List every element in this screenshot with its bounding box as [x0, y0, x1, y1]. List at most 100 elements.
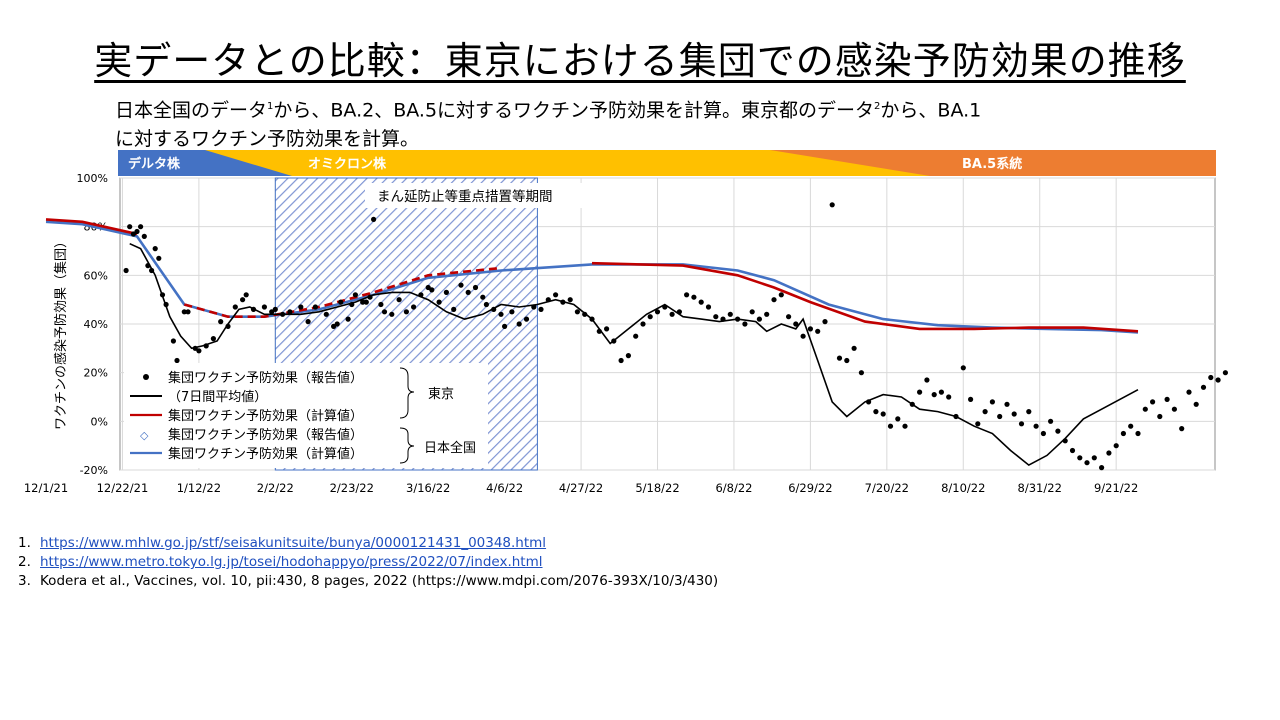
data-point-tokyo-reported	[531, 304, 537, 310]
data-point-tokyo-reported	[975, 421, 981, 427]
data-point-tokyo-reported	[472, 284, 479, 291]
data-point-tokyo-reported	[218, 319, 224, 325]
data-point-tokyo-reported	[192, 345, 198, 351]
subtitle-text-a: 日本全国のデータ	[115, 99, 268, 122]
data-point-tokyo-reported	[1171, 406, 1177, 412]
data-point-tokyo-reported	[363, 299, 369, 305]
reference-number: 2.	[18, 554, 31, 570]
footnote-ref-2: 2	[874, 101, 881, 112]
series-tokyo-calculated-line-late	[591, 261, 1139, 333]
data-point-tokyo-reported	[523, 316, 530, 322]
series-tokyo-calculated-dashed	[183, 266, 502, 319]
reference-item: 3. Kodera et al., Vaccines, vol. 10, pii:…	[18, 572, 718, 591]
data-point-tokyo-reported	[917, 389, 923, 395]
data-point-tokyo-reported	[381, 309, 388, 315]
data-point-tokyo-reported	[727, 311, 733, 317]
data-point-tokyo-reported	[1113, 443, 1119, 449]
data-point-tokyo-reported	[516, 321, 522, 327]
data-point-tokyo-reported	[786, 314, 792, 320]
subtitle-text-b: から、BA.2、BA.5に対するワクチン予防効果を計算。東京都のデータ	[273, 99, 875, 122]
y-tick-label: 0%	[91, 415, 108, 428]
data-point-tokyo-reported	[887, 423, 894, 429]
y-tick-label: -20%	[80, 464, 108, 477]
footnote-ref-1: 1	[267, 101, 274, 112]
legend: 集団ワクチン予防効果（報告値） （7日間平均値） 集団ワクチン予防効果（計算値）…	[124, 363, 488, 468]
reference-link[interactable]: https://www.metro.tokyo.lg.jp/tosei/hodo…	[40, 554, 543, 570]
data-point-tokyo-reported	[720, 316, 726, 322]
data-point-tokyo-reported	[371, 216, 377, 222]
data-point-tokyo-reported	[152, 246, 158, 252]
data-point-tokyo-reported	[800, 333, 806, 339]
data-point-tokyo-reported	[458, 282, 464, 288]
data-point-tokyo-reported	[261, 304, 267, 310]
reference-text: Kodera et al., Vaccines, vol. 10, pii:43…	[40, 573, 719, 589]
data-point-tokyo-reported	[946, 394, 952, 400]
data-point-tokyo-reported	[822, 319, 828, 325]
data-point-tokyo-reported	[567, 297, 573, 303]
legend-marker-japan-reported: ◇	[140, 429, 149, 442]
x-tick-label: 4/27/22	[559, 481, 603, 495]
data-point-tokyo-reported	[691, 294, 697, 300]
data-point-tokyo-reported	[1048, 418, 1054, 424]
data-point-tokyo-reported	[1157, 413, 1163, 420]
data-point-tokyo-reported	[349, 301, 355, 308]
reference-link[interactable]: https://www.mhlw.go.jp/stf/seisakunitsui…	[40, 535, 547, 551]
data-point-tokyo-reported	[756, 316, 763, 322]
reference-number: 1.	[18, 535, 31, 551]
data-point-tokyo-reported	[829, 202, 835, 208]
data-point-tokyo-reported	[1200, 384, 1207, 390]
data-point-tokyo-reported	[389, 311, 395, 317]
data-point-tokyo-reported	[1091, 455, 1097, 461]
data-point-tokyo-reported	[338, 299, 344, 305]
data-point-tokyo-reported	[1011, 411, 1017, 417]
variant-omicron-label: オミクロン株	[308, 156, 387, 172]
y-axis-label: ワクチンの感染予防効果（集団）	[53, 235, 69, 430]
x-tick-label: 1/12/22	[177, 481, 221, 495]
reference-number: 3.	[18, 573, 31, 589]
data-point-tokyo-reported	[749, 309, 755, 315]
data-point-tokyo-reported	[625, 353, 632, 359]
x-tick-label: 2/23/22	[330, 481, 374, 495]
data-point-tokyo-reported	[1120, 430, 1126, 437]
legend-label-tokyo-avg: （7日間平均値）	[168, 389, 267, 405]
data-point-tokyo-reported	[960, 365, 966, 371]
data-point-tokyo-reported	[443, 289, 449, 295]
data-point-tokyo-reported	[611, 338, 617, 344]
data-point-tokyo-reported	[880, 411, 886, 417]
data-point-tokyo-reported	[1135, 430, 1141, 437]
x-tick-label: 5/18/22	[635, 481, 679, 495]
data-point-tokyo-reported	[403, 309, 409, 315]
data-point-tokyo-reported	[1106, 450, 1112, 456]
x-tick-label: 3/16/22	[406, 481, 450, 495]
data-point-tokyo-reported	[1040, 430, 1046, 437]
data-point-tokyo-reported	[596, 328, 602, 334]
data-point-tokyo-reported	[778, 292, 784, 298]
data-point-tokyo-reported	[589, 316, 595, 322]
data-point-tokyo-reported	[1179, 426, 1185, 432]
data-point-tokyo-reported	[498, 311, 504, 317]
data-point-tokyo-reported	[480, 294, 486, 300]
data-point-tokyo-reported	[174, 357, 180, 364]
data-point-tokyo-reported	[793, 321, 799, 327]
references: 1. https://www.mhlw.go.jp/stf/seisakunits…	[18, 534, 718, 591]
data-point-tokyo-reported	[345, 316, 351, 322]
data-point-tokyo-reported	[844, 357, 850, 364]
data-point-tokyo-reported	[1164, 396, 1170, 402]
x-tick-label: 12/22/21	[97, 481, 149, 495]
data-point-tokyo-reported	[305, 319, 311, 325]
data-point-tokyo-reported	[210, 336, 216, 342]
data-point-tokyo-reported	[451, 306, 457, 312]
data-point-tokyo-reported	[170, 338, 176, 344]
data-point-tokyo-reported	[953, 413, 959, 420]
y-tick-label: 20%	[84, 367, 108, 380]
data-point-tokyo-reported	[902, 423, 908, 429]
data-point-tokyo-reported	[633, 333, 639, 339]
x-tick-label: 6/8/22	[715, 481, 752, 495]
subtitle: 日本全国のデータ1から、BA.2、BA.5に対するワクチン予防効果を計算。東京都…	[115, 92, 1215, 154]
variant-ba5-band	[770, 150, 1216, 176]
data-point-tokyo-reported	[232, 304, 238, 310]
data-point-tokyo-reported	[647, 314, 653, 320]
data-point-tokyo-reported	[1033, 423, 1039, 429]
data-point-tokyo-reported	[604, 326, 610, 332]
data-point-tokyo-reported	[654, 309, 661, 315]
